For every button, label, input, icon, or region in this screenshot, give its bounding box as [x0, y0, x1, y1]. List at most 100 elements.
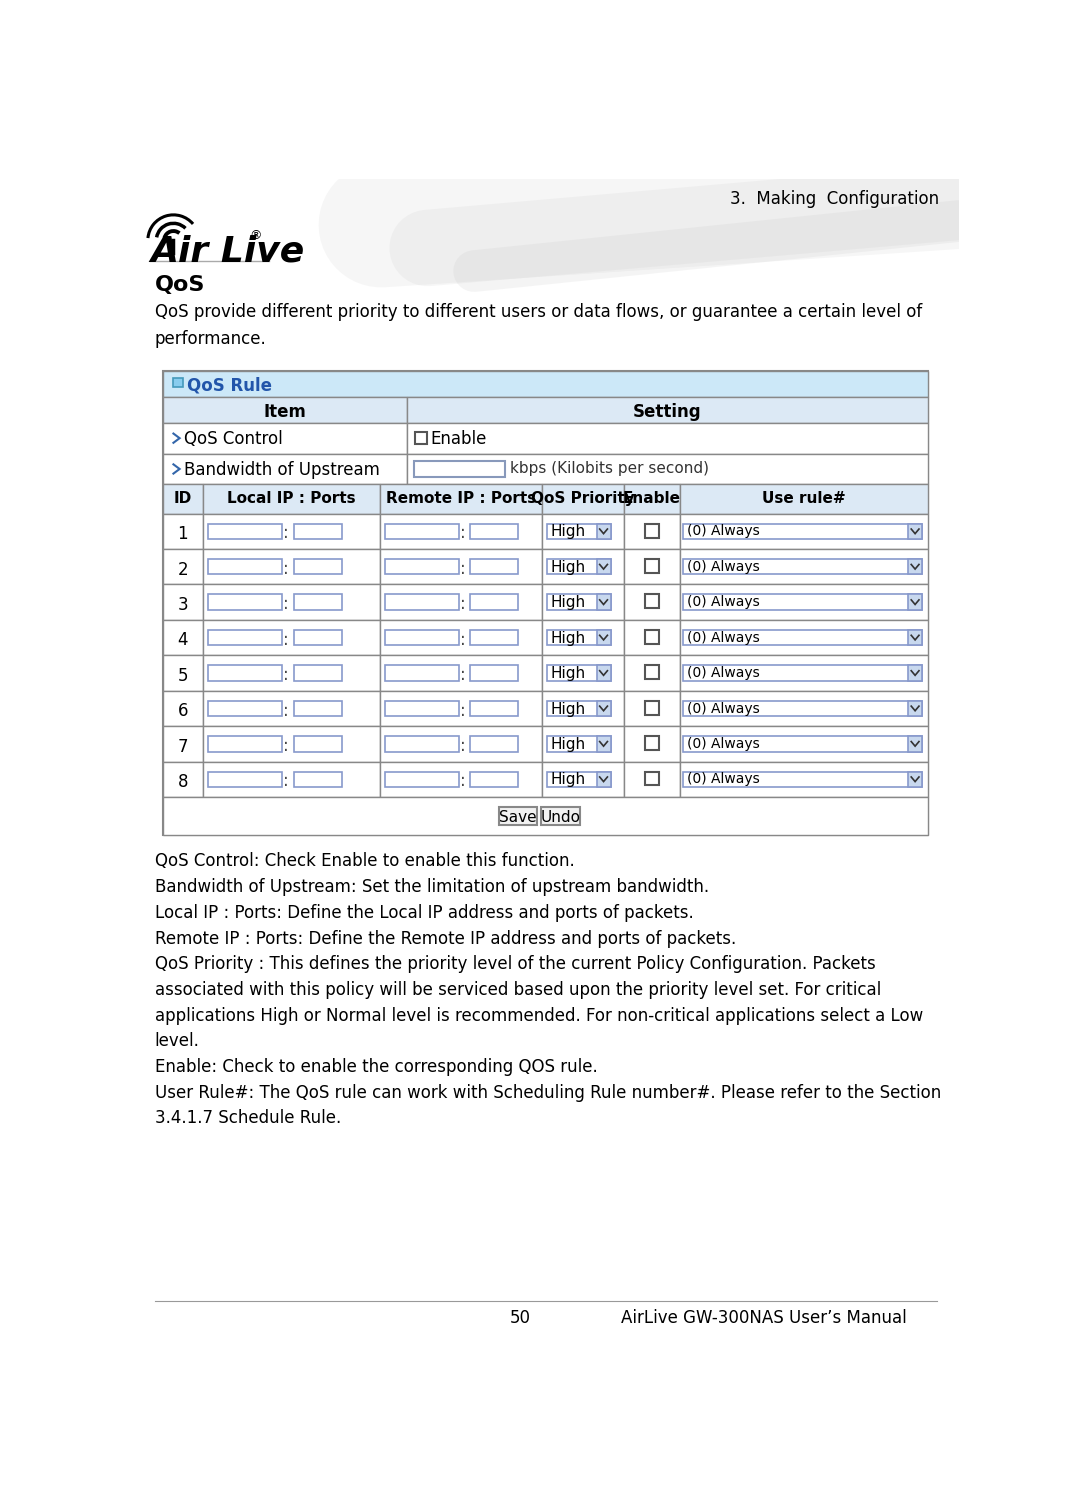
- Bar: [684, 771, 922, 788]
- Bar: [542, 761, 624, 797]
- Bar: [163, 655, 202, 691]
- Text: 4: 4: [178, 631, 189, 649]
- Bar: [386, 701, 459, 716]
- Bar: [202, 655, 379, 691]
- Bar: [163, 691, 202, 727]
- Bar: [541, 807, 580, 825]
- Bar: [294, 558, 342, 575]
- Bar: [209, 666, 282, 680]
- Bar: [163, 484, 202, 514]
- Bar: [547, 558, 610, 575]
- Bar: [379, 514, 542, 549]
- Bar: [202, 727, 379, 761]
- Bar: [386, 771, 459, 788]
- Bar: [542, 727, 624, 761]
- Bar: [596, 524, 610, 539]
- Bar: [294, 701, 342, 716]
- Text: :: :: [283, 773, 289, 791]
- Bar: [408, 423, 928, 454]
- Text: :: :: [460, 666, 465, 683]
- Bar: [624, 514, 679, 549]
- Bar: [908, 736, 922, 752]
- Bar: [163, 454, 408, 484]
- Bar: [624, 585, 679, 619]
- Bar: [908, 594, 922, 610]
- Bar: [498, 807, 537, 825]
- Text: 7: 7: [178, 737, 189, 756]
- Text: :: :: [283, 524, 289, 542]
- Text: QoS Rule: QoS Rule: [187, 377, 273, 395]
- Bar: [379, 549, 542, 585]
- Bar: [624, 761, 679, 797]
- Text: 3.  Making  Configuration: 3. Making Configuration: [730, 191, 939, 208]
- Bar: [908, 558, 922, 575]
- Bar: [471, 558, 519, 575]
- Bar: [624, 549, 679, 585]
- Bar: [542, 691, 624, 727]
- Text: (0) Always: (0) Always: [687, 666, 760, 680]
- Bar: [379, 655, 542, 691]
- Bar: [163, 619, 202, 655]
- Bar: [596, 701, 610, 716]
- Text: 1: 1: [178, 526, 189, 543]
- Text: 2: 2: [178, 560, 189, 579]
- Bar: [202, 484, 379, 514]
- Bar: [596, 630, 610, 645]
- Bar: [202, 619, 379, 655]
- Text: :: :: [460, 560, 465, 578]
- Bar: [684, 666, 922, 680]
- Text: Undo: Undo: [541, 810, 580, 825]
- Text: High: High: [551, 737, 586, 752]
- Text: :: :: [460, 596, 465, 613]
- Bar: [471, 594, 519, 610]
- Bar: [163, 761, 202, 797]
- Bar: [679, 484, 928, 514]
- Bar: [684, 558, 922, 575]
- Text: Remote IP : Ports: Remote IP : Ports: [386, 491, 536, 506]
- Bar: [679, 761, 928, 797]
- Text: High: High: [551, 773, 586, 788]
- Bar: [202, 585, 379, 619]
- Bar: [209, 701, 282, 716]
- Bar: [294, 771, 342, 788]
- Text: AirLive GW-300NAS User’s Manual: AirLive GW-300NAS User’s Manual: [621, 1309, 907, 1327]
- Bar: [547, 524, 610, 539]
- Bar: [908, 524, 922, 539]
- Bar: [386, 558, 459, 575]
- Bar: [542, 514, 624, 549]
- Bar: [471, 630, 519, 645]
- Bar: [644, 771, 658, 785]
- Text: 3: 3: [178, 596, 189, 613]
- Bar: [908, 701, 922, 716]
- Bar: [684, 594, 922, 610]
- Bar: [624, 691, 679, 727]
- Bar: [386, 666, 459, 680]
- Bar: [644, 630, 658, 643]
- Bar: [471, 736, 519, 752]
- Bar: [386, 630, 459, 645]
- Bar: [644, 736, 658, 750]
- Text: Item: Item: [263, 402, 307, 421]
- Bar: [379, 691, 542, 727]
- Text: :: :: [460, 524, 465, 542]
- Text: Use rule#: Use rule#: [761, 491, 846, 506]
- Bar: [679, 514, 928, 549]
- Text: Enable: Enable: [430, 430, 487, 448]
- Text: :: :: [460, 773, 465, 791]
- Bar: [908, 630, 922, 645]
- Bar: [471, 701, 519, 716]
- Bar: [379, 727, 542, 761]
- Text: 5: 5: [178, 667, 189, 685]
- Bar: [679, 619, 928, 655]
- Text: Local IP : Ports: Local IP : Ports: [227, 491, 356, 506]
- Bar: [644, 666, 658, 679]
- Bar: [415, 432, 427, 444]
- Bar: [202, 514, 379, 549]
- Bar: [547, 701, 610, 716]
- Text: (0) Always: (0) Always: [687, 524, 760, 539]
- Text: :: :: [283, 596, 289, 613]
- Text: :: :: [283, 560, 289, 578]
- Text: High: High: [551, 596, 586, 610]
- Text: (0) Always: (0) Always: [687, 560, 760, 573]
- Bar: [596, 558, 610, 575]
